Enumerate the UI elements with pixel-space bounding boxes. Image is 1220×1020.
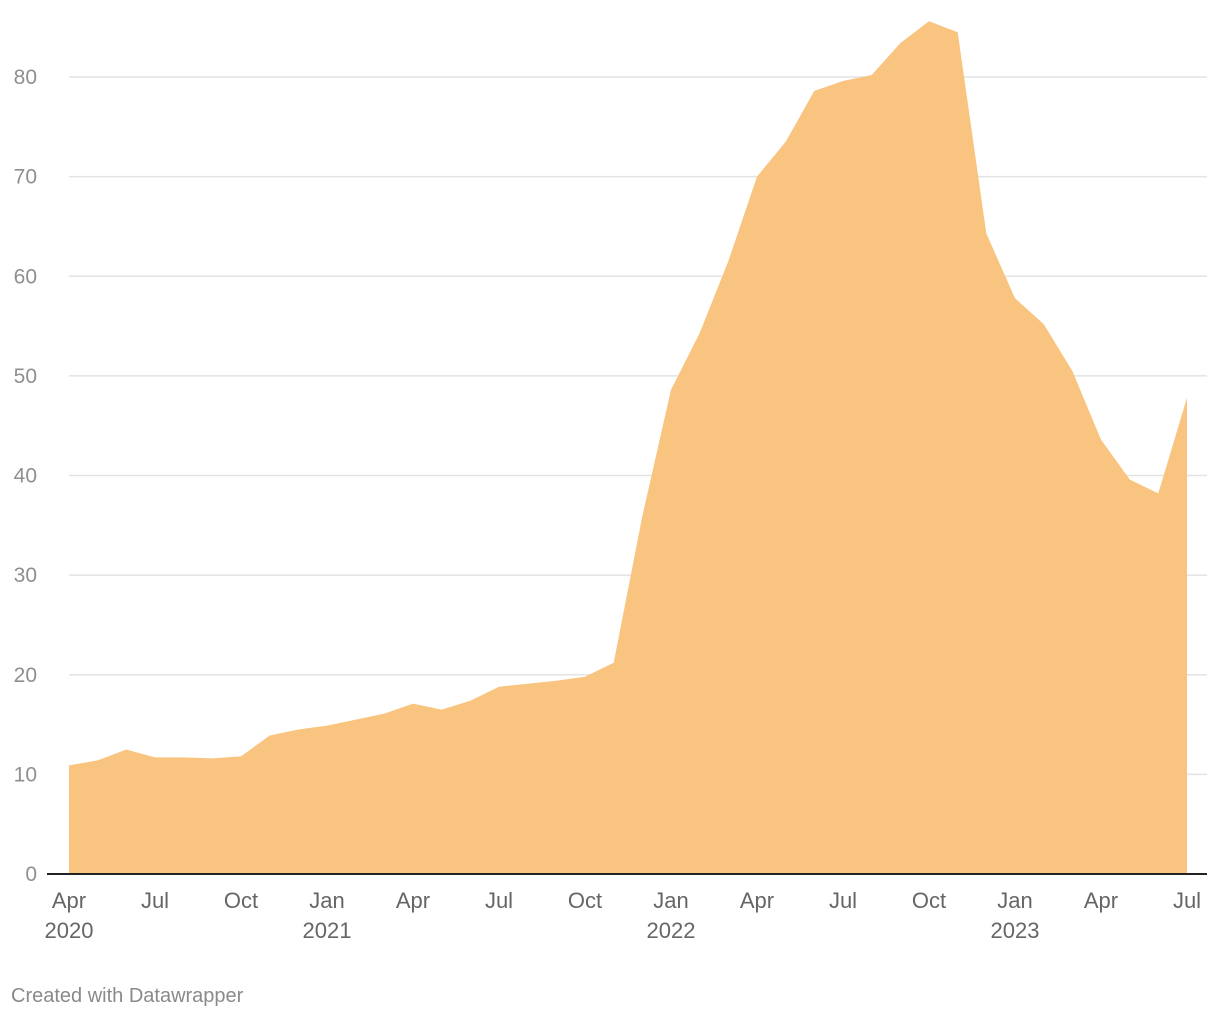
y-tick-label: 60	[14, 265, 37, 288]
x-tick-year: 2021	[303, 918, 352, 943]
y-tick-label: 20	[14, 664, 37, 687]
y-axis: 0 10 20 30 40 50 60 70 80	[14, 66, 37, 886]
y-tick-label: 10	[14, 763, 37, 786]
x-tick-label: Apr	[52, 888, 86, 913]
x-tick-label: Jan	[653, 888, 688, 913]
x-tick-label: Jan	[309, 888, 344, 913]
x-tick-label: Oct	[568, 888, 602, 913]
x-tick-label: Jul	[141, 888, 169, 913]
x-axis: Apr 2020 Jul Oct Jan 2021 Apr Jul Oct Jan 2022 Apr J…	[45, 888, 1202, 943]
y-tick-label: 30	[14, 564, 37, 587]
y-tick-label: 70	[14, 166, 37, 189]
x-tick-label: Oct	[912, 888, 946, 913]
x-tick-year: 2022	[647, 918, 696, 943]
y-tick-label: 40	[14, 465, 37, 488]
y-tick-label: 50	[14, 365, 37, 388]
y-tick-label: 0	[25, 863, 37, 886]
x-tick-year: 2023	[991, 918, 1040, 943]
x-tick-label: Jul	[829, 888, 857, 913]
x-tick-year: 2020	[45, 918, 94, 943]
y-tick-label: 80	[14, 66, 37, 89]
x-tick-label: Oct	[224, 888, 258, 913]
x-tick-label: Apr	[740, 888, 774, 913]
x-tick-label: Jul	[485, 888, 513, 913]
x-tick-label: Apr	[396, 888, 430, 913]
x-tick-label: Jul	[1173, 888, 1201, 913]
x-tick-label: Jan	[997, 888, 1032, 913]
area-layer	[69, 21, 1187, 874]
area-series	[69, 21, 1187, 874]
credit-text: Created with Datawrapper	[11, 985, 244, 1007]
x-tick-label: Apr	[1084, 888, 1118, 913]
